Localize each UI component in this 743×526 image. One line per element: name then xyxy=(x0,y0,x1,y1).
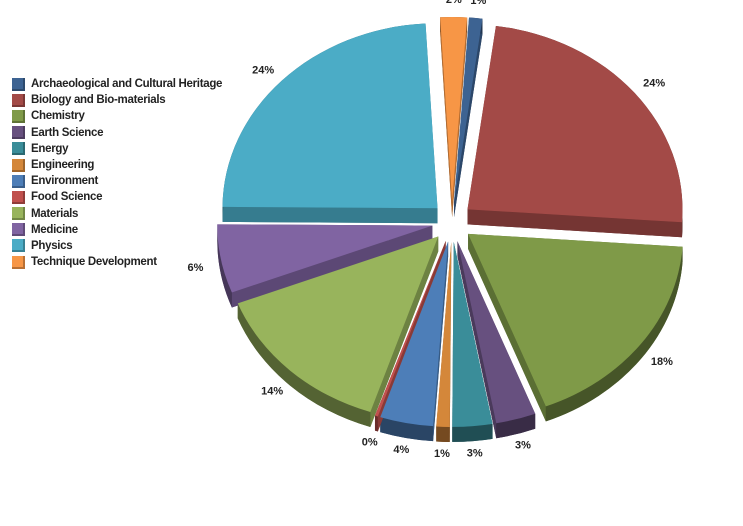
legend-swatch xyxy=(12,109,25,123)
legend-swatch xyxy=(12,126,25,140)
legend-swatch xyxy=(12,207,25,221)
legend-label: Biology and Bio-materials xyxy=(31,94,166,107)
legend-label: Environment xyxy=(31,175,98,188)
legend-label: Archaeological and Cultural Heritage xyxy=(31,78,223,91)
slice-wall-chemistry-1 xyxy=(468,233,546,422)
slice-label-technique-development: 2% xyxy=(446,0,462,6)
slice-label-medicine: 6% xyxy=(188,262,204,274)
slice-label-physics: 24% xyxy=(252,64,274,76)
slice-energy xyxy=(452,241,493,427)
slice-label-food-science: 0% xyxy=(362,437,378,449)
slice-rim-environment xyxy=(380,417,434,442)
slice-food-science xyxy=(374,240,446,417)
legend-label: Technique Development xyxy=(31,256,157,269)
legend-label: Engineering xyxy=(31,159,95,172)
legend-label: Food Science xyxy=(31,191,103,204)
legend-item-medicine: Medicine xyxy=(12,222,222,238)
slice-technique-development xyxy=(440,17,468,203)
slice-environment xyxy=(380,241,449,427)
slice-rim-medicine xyxy=(217,224,232,308)
slice-materials xyxy=(237,236,439,413)
slice-medicine xyxy=(217,224,433,293)
slice-archaeological-and-cultural-heritage xyxy=(454,17,483,203)
slice-label-materials: 14% xyxy=(261,386,283,398)
legend-swatch xyxy=(12,223,25,237)
slice-label-biology-and-bio-materials: 24% xyxy=(643,77,665,89)
legend-label: Chemistry xyxy=(31,110,85,123)
legend-item-engineering: Engineering xyxy=(12,157,222,173)
pie-labels: 1% 24% 18% 3% 3% 1% 4% 0% 14% 6% 24% 2% xyxy=(188,0,674,460)
legend-swatch xyxy=(12,93,25,107)
slice-rim-earth-science xyxy=(496,413,536,439)
slice-wall-biology-and-bio-materials-1 xyxy=(467,209,682,238)
legend-swatch xyxy=(12,158,25,172)
legend-item-earth-science: Earth Science xyxy=(12,125,222,141)
slice-earth-science xyxy=(457,241,536,424)
slice-rim-chemistry xyxy=(545,246,683,422)
slice-wall-materials-0 xyxy=(370,236,439,428)
legend-item-energy: Energy xyxy=(12,141,222,157)
legend-item-technique-development: Technique Development xyxy=(12,254,222,270)
legend-item-archaeological-and-cultural-heritage: Archaeological and Cultural Heritage xyxy=(12,76,222,92)
legend-label: Energy xyxy=(31,142,69,155)
legend-item-materials: Materials xyxy=(12,206,222,222)
slice-wall-earth-science-1 xyxy=(457,241,497,439)
slice-wall-food-science-1 xyxy=(374,240,446,431)
slice-wall-environment-0 xyxy=(433,241,449,442)
slice-wall-technique-development-1 xyxy=(452,17,468,218)
legend-swatch xyxy=(12,142,25,156)
slice-label-energy: 3% xyxy=(467,447,483,459)
legend-label: Earth Science xyxy=(31,126,104,139)
slice-wall-engineering-0 xyxy=(449,241,452,442)
slice-biology-and-bio-materials xyxy=(467,25,683,223)
legend-item-environment: Environment xyxy=(12,173,222,189)
legend-label: Physics xyxy=(31,239,73,252)
legend-swatch xyxy=(12,190,25,204)
slice-wall-physics-0 xyxy=(222,206,438,224)
slice-rim-food-science xyxy=(374,415,378,432)
slice-engineering xyxy=(436,241,452,427)
slice-label-archaeological-and-cultural-heritage: 1% xyxy=(470,0,486,7)
legend-swatch xyxy=(12,77,25,91)
slice-physics xyxy=(222,23,438,209)
legend-swatch xyxy=(12,255,25,269)
legend-item-chemistry: Chemistry xyxy=(12,108,222,124)
slice-label-earth-science: 3% xyxy=(515,440,531,452)
slice-rim-energy xyxy=(452,423,493,442)
slice-rim-engineering xyxy=(436,426,450,442)
slice-chemistry xyxy=(468,233,683,407)
slice-label-chemistry: 18% xyxy=(651,356,673,368)
legend-label: Medicine xyxy=(31,223,78,236)
legend-item-physics: Physics xyxy=(12,238,222,254)
slice-label-environment: 4% xyxy=(393,444,409,456)
legend-label: Materials xyxy=(31,207,79,220)
slice-wall-archaeological-and-cultural-heritage-1 xyxy=(454,18,483,218)
slice-wall-technique-development-0 xyxy=(440,17,453,218)
slice-rim-materials xyxy=(237,303,371,428)
legend-swatch xyxy=(12,174,25,188)
pie-slices xyxy=(217,17,683,427)
slice-label-engineering: 1% xyxy=(434,448,450,460)
slice-wall-medicine-0 xyxy=(231,225,433,308)
legend-item-biology-and-bio-materials: Biology and Bio-materials xyxy=(12,92,222,108)
legend-item-food-science: Food Science xyxy=(12,189,222,205)
legend-swatch xyxy=(12,239,25,253)
legend: Archaeological and Cultural Heritage Biol… xyxy=(12,76,222,270)
